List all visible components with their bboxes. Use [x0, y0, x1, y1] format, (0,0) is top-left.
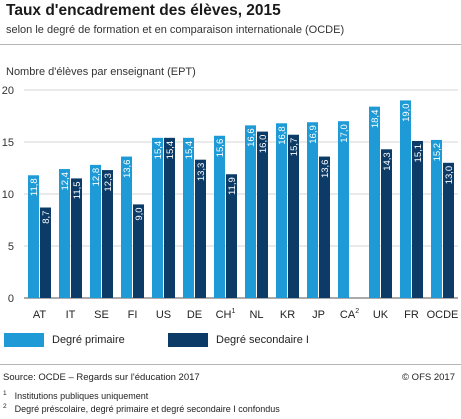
x-tick-label: DE	[187, 309, 202, 321]
chart-subtitle: selon le degré de formation et en compar…	[6, 24, 345, 36]
data-label: 15,2	[432, 143, 443, 162]
x-tick-label: AT	[33, 309, 47, 321]
y-tick-label: 5	[8, 241, 14, 253]
bar-primary	[214, 135, 225, 298]
bar-primary	[28, 175, 39, 298]
data-label: 11,5	[72, 181, 83, 199]
bar-secondary	[102, 170, 113, 298]
data-label: 15,4	[153, 141, 164, 160]
x-tick-label: FR	[404, 309, 419, 321]
data-label: 16,6	[246, 128, 257, 147]
data-label: 9,0	[134, 207, 145, 220]
bar-primary	[338, 121, 349, 298]
x-tick-label: SE	[94, 309, 109, 321]
source-note: Source: OCDE – Regards sur l'éducation 2…	[3, 372, 200, 383]
bar-primary	[276, 123, 287, 298]
bar-primary	[431, 139, 442, 298]
x-tick-label: CA2	[340, 308, 359, 321]
data-label: 13,3	[196, 163, 207, 182]
bar-primary	[121, 156, 132, 298]
y-tick-label: 0	[8, 293, 14, 305]
bar-primary	[90, 164, 101, 298]
bar-primary	[307, 122, 318, 299]
data-label: 15,4	[165, 141, 176, 160]
data-label: 14,3	[382, 152, 393, 171]
data-label: 12,3	[103, 173, 114, 192]
data-label: 15,7	[289, 138, 300, 157]
data-label: 11,8	[29, 178, 40, 196]
bar-secondary	[195, 159, 206, 298]
x-tick-label: OCDE	[427, 309, 459, 321]
y-tick-label: 15	[2, 137, 14, 149]
data-label: 18,4	[370, 110, 381, 129]
data-label: 11,9	[227, 177, 238, 195]
legend-label-secondary: Degré secondaire I	[216, 334, 309, 346]
legend-label-primary: Degré primaire	[52, 334, 125, 346]
data-label: 16,8	[277, 126, 288, 145]
bar-secondary	[381, 149, 392, 298]
footnote-2: 2 Degré préscolaire, degré primaire et de…	[3, 403, 280, 414]
bar-secondary	[288, 134, 299, 298]
data-label: 17,0	[339, 124, 350, 143]
header-divider	[0, 44, 461, 45]
bar-secondary	[443, 162, 454, 298]
bar-secondary	[133, 204, 144, 298]
copyright-note: © OFS 2017	[402, 372, 455, 383]
bar-primary	[245, 125, 256, 298]
bar-primary	[183, 137, 194, 298]
legend-swatch-secondary	[168, 333, 208, 347]
data-label: 19,0	[401, 103, 412, 122]
data-label: 15,4	[184, 141, 195, 160]
x-tick-label: NL	[249, 309, 263, 321]
bar-secondary	[71, 178, 82, 298]
data-label: 16,9	[308, 125, 319, 143]
legend-item-secondary: Degré secondaire I	[168, 333, 309, 347]
footer-divider	[0, 364, 461, 365]
footnote-1: 1 Institutions publiques uniquement	[3, 390, 149, 401]
data-label: 15,1	[413, 144, 424, 163]
bar-primary	[152, 137, 163, 298]
y-tick-label: 20	[2, 85, 14, 97]
x-tick-label: CH1	[216, 308, 236, 321]
x-tick-label: JP	[312, 309, 325, 321]
legend-swatch-primary	[4, 333, 44, 347]
data-label: 13,6	[320, 160, 331, 179]
bar-secondary	[257, 131, 268, 298]
chart-title: Taux d'encadrement des élèves, 2015	[6, 2, 281, 19]
bar-primary	[400, 100, 411, 299]
y-tick-label: 10	[2, 189, 14, 201]
x-tick-label: KR	[280, 309, 295, 321]
bar-secondary	[319, 156, 330, 298]
data-label: 16,0	[258, 135, 269, 154]
x-tick-label: US	[156, 309, 171, 321]
data-label: 8,7	[41, 211, 52, 224]
bar-primary	[369, 106, 380, 298]
bar-secondary	[40, 207, 51, 298]
legend-item-primary: Degré primaire	[4, 333, 125, 347]
x-tick-label: UK	[373, 309, 389, 321]
data-label: 13,0	[444, 166, 455, 185]
data-label: 15,6	[215, 139, 226, 158]
bar-secondary	[412, 140, 423, 298]
y-axis-label: Nombre d'élèves par enseignant (EPT)	[6, 66, 196, 78]
data-label: 13,6	[122, 160, 133, 179]
bar-secondary	[226, 174, 237, 298]
data-label: 12,8	[91, 168, 102, 187]
x-tick-label: IT	[66, 309, 76, 321]
bar-secondary	[164, 137, 175, 298]
bar-primary	[59, 169, 70, 298]
data-label: 12,4	[60, 172, 71, 191]
x-tick-label: FI	[128, 309, 138, 321]
